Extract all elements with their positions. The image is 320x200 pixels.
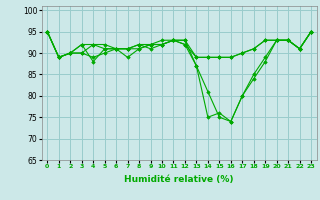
X-axis label: Humidité relative (%): Humidité relative (%) [124, 175, 234, 184]
